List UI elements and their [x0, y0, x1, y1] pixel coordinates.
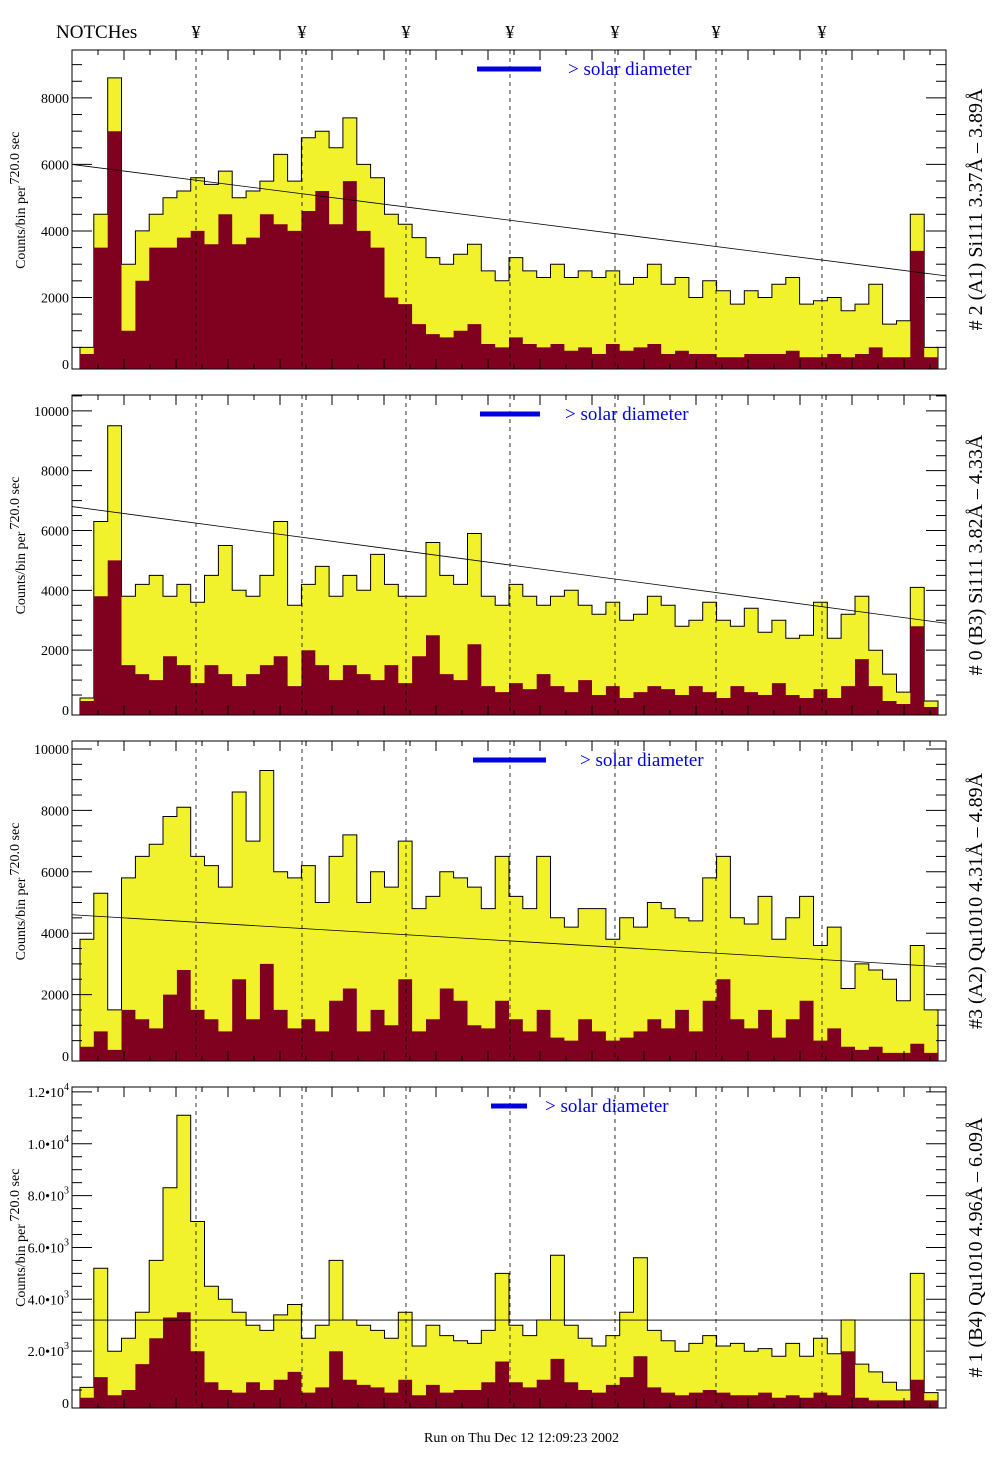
y-tick-label: 0 — [62, 704, 69, 719]
plot-area — [72, 395, 946, 715]
y-tick-label: 6.0•103 — [28, 1237, 69, 1256]
y-tick-label: 8000 — [41, 804, 69, 819]
line-counts-histogram — [80, 560, 938, 715]
legend-label: > solar diameter — [580, 750, 704, 771]
plot-area — [72, 1087, 946, 1408]
y-tick-label: 6000 — [41, 525, 69, 540]
y-axis-unit-label: 720.0 sec — [8, 823, 23, 876]
y-tick-label: 1.0•104 — [28, 1134, 69, 1153]
y-tick-label: 0 — [62, 358, 69, 373]
panel-frame — [71, 740, 947, 1062]
plot-area — [72, 50, 946, 369]
y-tick-label: 4.0•103 — [28, 1289, 69, 1308]
panel-title: # 1 (B4) Qu1010 4.96Å – 6.09Å — [965, 1117, 987, 1378]
line-counts-histogram — [80, 131, 938, 369]
notch-marker-2: ¥ — [298, 22, 307, 42]
panel-3: 0 2000 4000 6000 8000 10000 Counts/bin per720.… — [8, 740, 987, 1065]
y-tick-label: 2.0•103 — [28, 1341, 69, 1360]
y-axis-label: Counts/bin per — [14, 1224, 29, 1307]
y-axis-unit-label: 720.0 sec — [8, 1169, 23, 1222]
panel-2: 0 2000 4000 6000 8000 10000 Counts/bin per720.… — [8, 394, 987, 719]
run-timestamp: Run on Thu Dec 12 12:09:23 2002 — [424, 1431, 619, 1446]
notch-marker-4: ¥ — [506, 22, 515, 42]
notch-marker-3: ¥ — [402, 22, 411, 42]
trend-line — [72, 506, 946, 624]
y-tick-label: 2000 — [41, 291, 69, 306]
trend-line — [72, 164, 946, 277]
panel-title: # 2 (A1) Si111 3.37Å – 3.89Å — [965, 88, 987, 330]
legend-label: > solar diameter — [565, 404, 689, 425]
total-counts-histogram — [79, 1114, 939, 1408]
y-tick-label: 2000 — [41, 989, 69, 1004]
y-axis-label: Counts/bin per — [14, 531, 29, 614]
y-tick-label: 6000 — [41, 158, 69, 173]
plot-area — [72, 741, 946, 1061]
panel-frame — [71, 394, 947, 716]
panel-4: 0 2.0•103 4.0•103 6.0•103 8.0•103 1.0•104 1.2•… — [8, 1082, 987, 1412]
y-axis-unit-label: 720.0 sec — [8, 477, 23, 530]
y-axis-label: Counts/bin per — [14, 877, 29, 960]
y-tick-label: 8000 — [41, 92, 69, 107]
legend-label: > solar diameter — [568, 59, 692, 80]
y-tick-label: 4000 — [41, 584, 69, 599]
notches-label: NOTCHes — [56, 22, 137, 43]
y-tick-label: 8.0•103 — [28, 1186, 69, 1205]
notch-marker-7: ¥ — [818, 22, 827, 42]
y-tick-label: 10000 — [34, 405, 69, 420]
trend-line — [72, 914, 946, 968]
panel-title: # 0 (B3) Si111 3.82Å – 4.33Å — [965, 434, 987, 675]
y-tick-label: 4000 — [41, 225, 69, 240]
y-tick-label: 10000 — [34, 743, 69, 758]
line-counts-histogram — [80, 1312, 938, 1408]
y-tick-label: 4000 — [41, 927, 69, 942]
legend-label: > solar diameter — [545, 1096, 669, 1117]
total-counts-histogram — [79, 425, 939, 715]
y-tick-label: 6000 — [41, 866, 69, 881]
y-tick-label: 1.2•104 — [28, 1082, 69, 1101]
y-axis-label: Counts/bin per — [14, 186, 29, 269]
notch-marker-6: ¥ — [712, 22, 721, 42]
y-tick-label: 0 — [62, 1050, 69, 1065]
notch-marker-1: ¥ — [192, 22, 201, 42]
y-axis-unit-label: 720.0 sec — [8, 132, 23, 185]
panel-title: #3 (A2) Qu1010 4.31Å – 4.89Å — [965, 772, 987, 1029]
panel-frame — [71, 49, 947, 370]
y-tick-label: 2000 — [41, 644, 69, 659]
notch-marker-5: ¥ — [611, 22, 620, 42]
line-counts-histogram — [80, 963, 938, 1061]
y-tick-label: 0 — [62, 1397, 69, 1412]
y-tick-label: 8000 — [41, 465, 69, 480]
